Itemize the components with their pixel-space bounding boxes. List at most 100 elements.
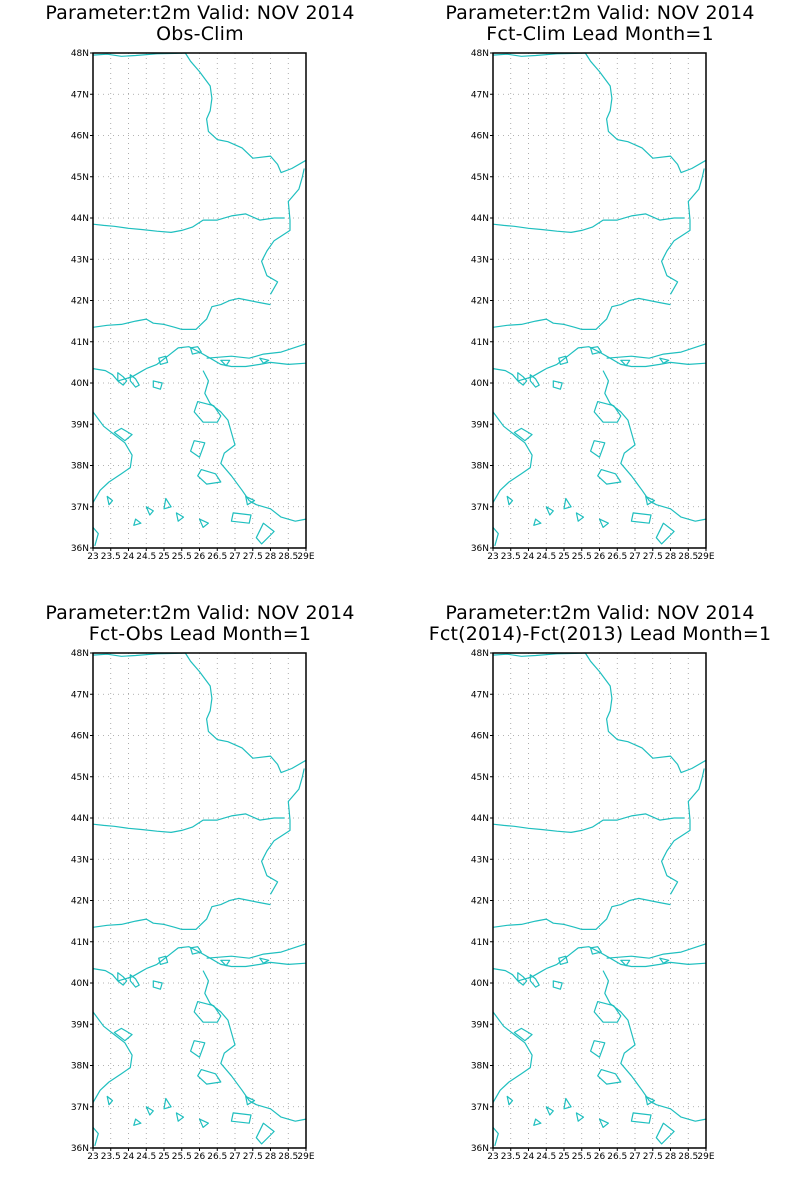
island [597,1069,622,1085]
lat-tick-label: 42N [71,897,89,907]
lon-tick-label: 25.5 [172,1152,192,1162]
coastline [492,813,685,833]
coastline [206,343,307,359]
coastline [184,652,307,774]
panel-fct-diff: Parameter:t2m Valid: NOV 2014 Fct(2014)-… [400,600,800,1200]
island [529,974,540,988]
island [259,957,270,964]
island [506,1095,514,1106]
island [190,346,202,355]
lat-tick-label: 48N [71,49,89,59]
lat-tick-label: 45N [471,773,489,783]
panel-title-line1: Parameter:t2m Valid: NOV 2014 [45,602,355,624]
lon-tick-label: 26 [194,1152,206,1162]
island [133,518,142,526]
island [255,1122,275,1145]
island [152,980,163,990]
lon-tick-label: 28 [265,1152,277,1162]
lon-tick-label: 27 [629,552,640,562]
island [113,427,133,442]
island [129,374,140,388]
panel-obs-clim: Parameter:t2m Valid: NOV 2014 Obs-Clim 4… [0,0,400,600]
island [106,1095,114,1106]
island [113,1027,133,1042]
lon-tick-label: 25 [158,552,169,562]
island [117,972,128,986]
panel-title-line2: Fct(2014)-Fct(2013) Lead Month=1 [428,623,772,645]
lon-tick-label: 24 [523,1152,535,1162]
island [245,1095,256,1106]
island [529,374,540,388]
island [220,359,231,367]
island [117,372,128,386]
lon-tick-label: 27 [229,1152,240,1162]
island [598,1118,609,1129]
island [193,1001,222,1023]
lon-tick-label: 28.5 [278,552,298,562]
lon-tick-label: 27.5 [643,1152,663,1162]
lat-tick-label: 46N [71,132,89,142]
lat-tick-label: 37N [471,503,489,513]
lon-tick-label: 23 [487,552,498,562]
coastline [92,213,285,233]
coastline [584,52,707,174]
lon-tick-label: 28 [265,552,277,562]
lon-tick-label: 29E [297,552,314,562]
lon-tick-label: 24 [523,552,535,562]
coastline [92,527,99,547]
island [517,972,528,986]
lat-tick-label: 36N [471,1144,489,1154]
lon-tick-label: 28.5 [678,1152,698,1162]
lon-tick-label: 28.5 [678,552,698,562]
island [655,522,675,545]
island [230,1112,252,1124]
island [163,1097,172,1110]
panel-title-line2: Fct-Clim Lead Month=1 [486,23,714,45]
lat-tick-label: 40N [71,979,89,989]
lat-tick-label: 38N [71,1062,89,1072]
coastline [92,346,307,382]
lat-tick-label: 40N [471,379,489,389]
lon-tick-label: 26.5 [607,1152,627,1162]
lat-tick-label: 37N [471,1103,489,1113]
island [575,512,585,522]
lat-tick-label: 41N [71,938,89,948]
panel-fct-obs: Parameter:t2m Valid: NOV 2014 Fct-Obs Le… [0,600,400,1200]
island [129,974,140,988]
lon-tick-label: 25 [558,1152,569,1162]
island [198,518,209,529]
lon-tick-label: 25.5 [572,1152,592,1162]
lat-tick-label: 46N [71,732,89,742]
island [255,522,275,545]
coastline [661,768,705,895]
lat-tick-label: 43N [71,855,89,865]
island [630,1112,652,1124]
coastline [492,1127,499,1147]
coastline [92,411,133,503]
lon-tick-label: 26 [194,552,206,562]
coastline [492,946,707,982]
island [590,346,602,355]
panel-title-line1: Parameter:t2m Valid: NOV 2014 [45,2,355,24]
coastline [92,1127,99,1147]
lat-tick-label: 44N [471,214,489,224]
lat-tick-label: 42N [71,297,89,307]
lat-tick-label: 47N [471,90,489,100]
lat-tick-label: 38N [471,1062,489,1072]
island [597,469,622,485]
coastline [492,346,707,382]
lat-tick-label: 45N [71,773,89,783]
lat-tick-label: 41N [471,338,489,348]
lat-tick-label: 44N [71,814,89,824]
lat-tick-label: 43N [471,255,489,265]
lon-tick-label: 27.5 [643,552,663,562]
island [158,355,169,365]
lat-tick-label: 39N [471,420,489,430]
lon-tick-label: 25.5 [172,552,192,562]
lon-tick-label: 26.5 [207,1152,227,1162]
coastline [202,370,307,522]
lat-tick-label: 47N [71,690,89,700]
island [158,955,169,965]
island [175,512,185,522]
lat-tick-label: 36N [71,544,89,554]
